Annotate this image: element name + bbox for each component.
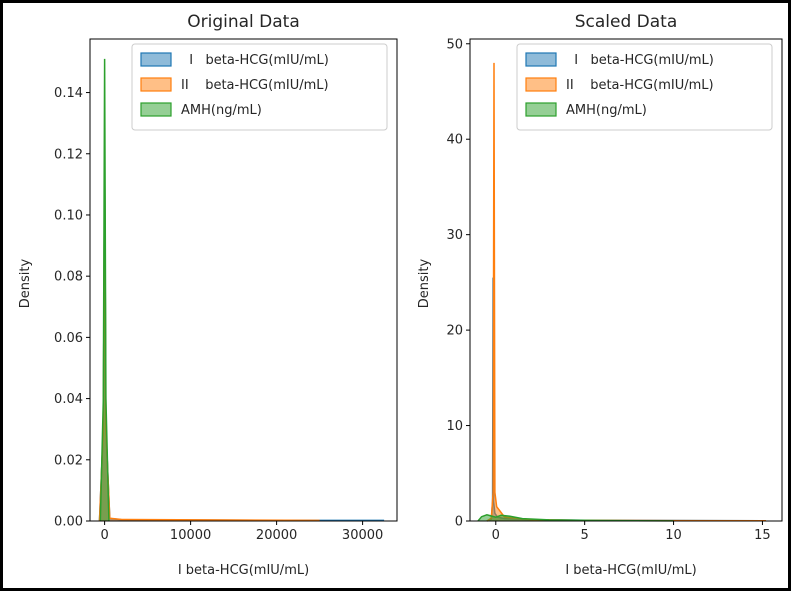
series-area-2 [100, 58, 109, 521]
y-tick-label: 0.14 [54, 86, 83, 101]
legend-swatch-1 [525, 77, 557, 92]
legend: I beta-HCG(mIU/mL) II beta-HCG(mIU/mL) AMH… [516, 43, 773, 131]
panel-scaled-data: Scaled Data I beta-HCG(mIU/mL) Density 0… [417, 12, 783, 578]
plot-area: 0 10000 20000 30000 0.00 0.02 0.04 0.06 0.08 0.10… [54, 38, 398, 543]
legend-frame [516, 43, 773, 131]
y-tick-label: 0.06 [54, 331, 83, 346]
y-axis-label: Density [417, 258, 432, 308]
legend-swatch-0 [525, 52, 557, 67]
legend-swatch-0 [140, 52, 172, 67]
y-tick-label: 0.10 [54, 208, 83, 223]
legend-label-0: I beta-HCG(mIU/mL) [181, 53, 329, 68]
axes-frame [89, 38, 398, 522]
y-tick-label: 0.02 [54, 453, 83, 468]
chart-title: Scaled Data [575, 12, 678, 32]
legend-swatch-1 [140, 77, 172, 92]
x-tick-label: 0 [100, 528, 108, 543]
legend-label-1: II beta-HCG(mIU/mL) [566, 78, 714, 93]
y-tick-label: 0.04 [54, 392, 83, 407]
x-axis-label: I beta-HCG(mIU/mL) [178, 563, 309, 578]
x-tick-label: 5 [581, 528, 589, 543]
y-axis-label: Density [18, 258, 33, 308]
legend-label-0: I beta-HCG(mIU/mL) [566, 53, 714, 68]
y-tick-label: 0.08 [54, 270, 83, 285]
y-tick-label: 30 [446, 228, 463, 243]
chart-title: Original Data [187, 12, 300, 32]
y-tick-label: 10 [446, 419, 463, 434]
x-tick-label: 0 [492, 528, 500, 543]
y-tick-label: 0 [455, 515, 463, 530]
legend-label-2: AMH(ng/mL) [181, 103, 262, 118]
x-axis-label: I beta-HCG(mIU/mL) [565, 563, 696, 578]
y-tick-label: 20 [446, 324, 463, 339]
y-tick-label: 50 [446, 37, 463, 52]
x-tick-label: 10000 [170, 528, 211, 543]
series-line-2 [99, 58, 110, 522]
axes-frame [469, 38, 783, 522]
x-tick-label: 20000 [256, 528, 297, 543]
y-tick-label: 40 [446, 133, 463, 148]
legend: I beta-HCG(mIU/mL) II beta-HCG(mIU/mL) AMH… [131, 43, 388, 131]
x-tick-label: 15 [754, 528, 771, 543]
plot-area: 0 5 10 15 0 10 20 30 40 50 [446, 37, 783, 543]
legend-label-1: II beta-HCG(mIU/mL) [181, 78, 329, 93]
series-line-2 [477, 514, 674, 522]
legend-frame [131, 43, 388, 131]
legend-swatch-2 [140, 102, 172, 117]
x-tick-label: 30000 [342, 528, 383, 543]
y-tick-label: 0.00 [54, 515, 83, 530]
legend-swatch-2 [525, 102, 557, 117]
panel-original-data: Original Data I beta-HCG(mIU/mL) Density… [18, 12, 398, 578]
x-tick-label: 10 [665, 528, 682, 543]
legend-label-2: AMH(ng/mL) [566, 103, 647, 118]
y-tick-label: 0.12 [54, 147, 83, 162]
